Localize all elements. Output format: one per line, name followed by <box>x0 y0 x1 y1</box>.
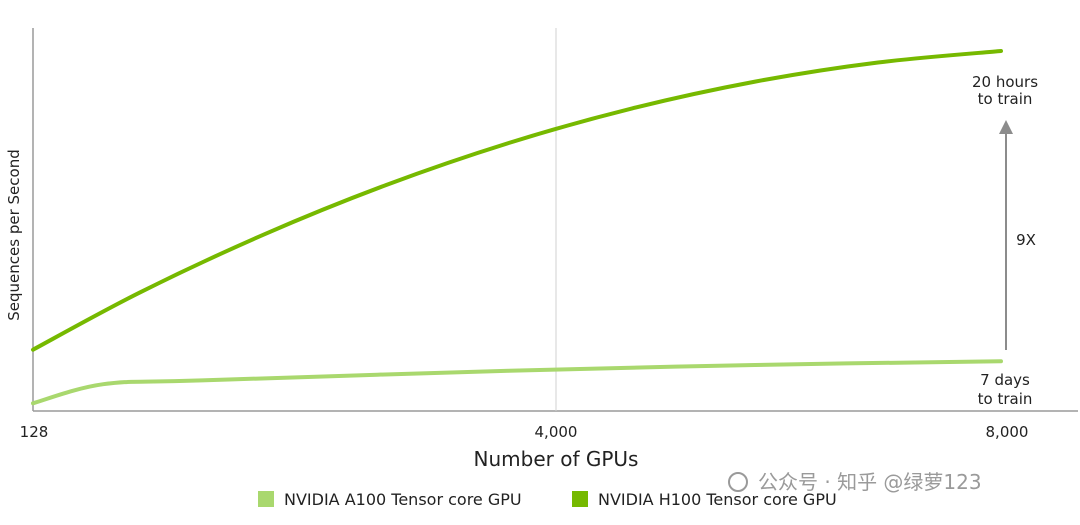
annotation-top-line1: 20 hours <box>972 73 1038 91</box>
annotation-bottom-line2: to train <box>978 390 1033 408</box>
legend-label-h100: NVIDIA H100 Tensor core GPU <box>598 490 837 509</box>
x-axis-title: Number of GPUs <box>474 447 639 471</box>
annotation-top-line2: to train <box>978 90 1033 108</box>
legend-swatch-a100 <box>258 491 274 507</box>
watermark: 公众号 · 知乎 @绿萝123 <box>728 470 982 494</box>
y-axis-title: Sequences per Second <box>5 149 23 320</box>
series-line-h100 <box>31 49 1003 352</box>
legend-label-a100: NVIDIA A100 Tensor core GPU <box>284 490 522 509</box>
annotation-bottom-line1: 7 days <box>980 371 1030 389</box>
x-tick-label: 4,000 <box>535 423 578 441</box>
x-tick-label: 128 <box>20 423 49 441</box>
wechat-icon <box>728 472 748 492</box>
legend-swatch-h100 <box>572 491 588 507</box>
x-tick-label: 8,000 <box>986 423 1029 441</box>
watermark-text: 公众号 · 知乎 @绿萝123 <box>758 470 982 494</box>
ratio-arrow-head <box>999 120 1013 134</box>
series-line-a100 <box>31 359 1003 406</box>
ratio-label: 9X <box>1016 231 1036 249</box>
